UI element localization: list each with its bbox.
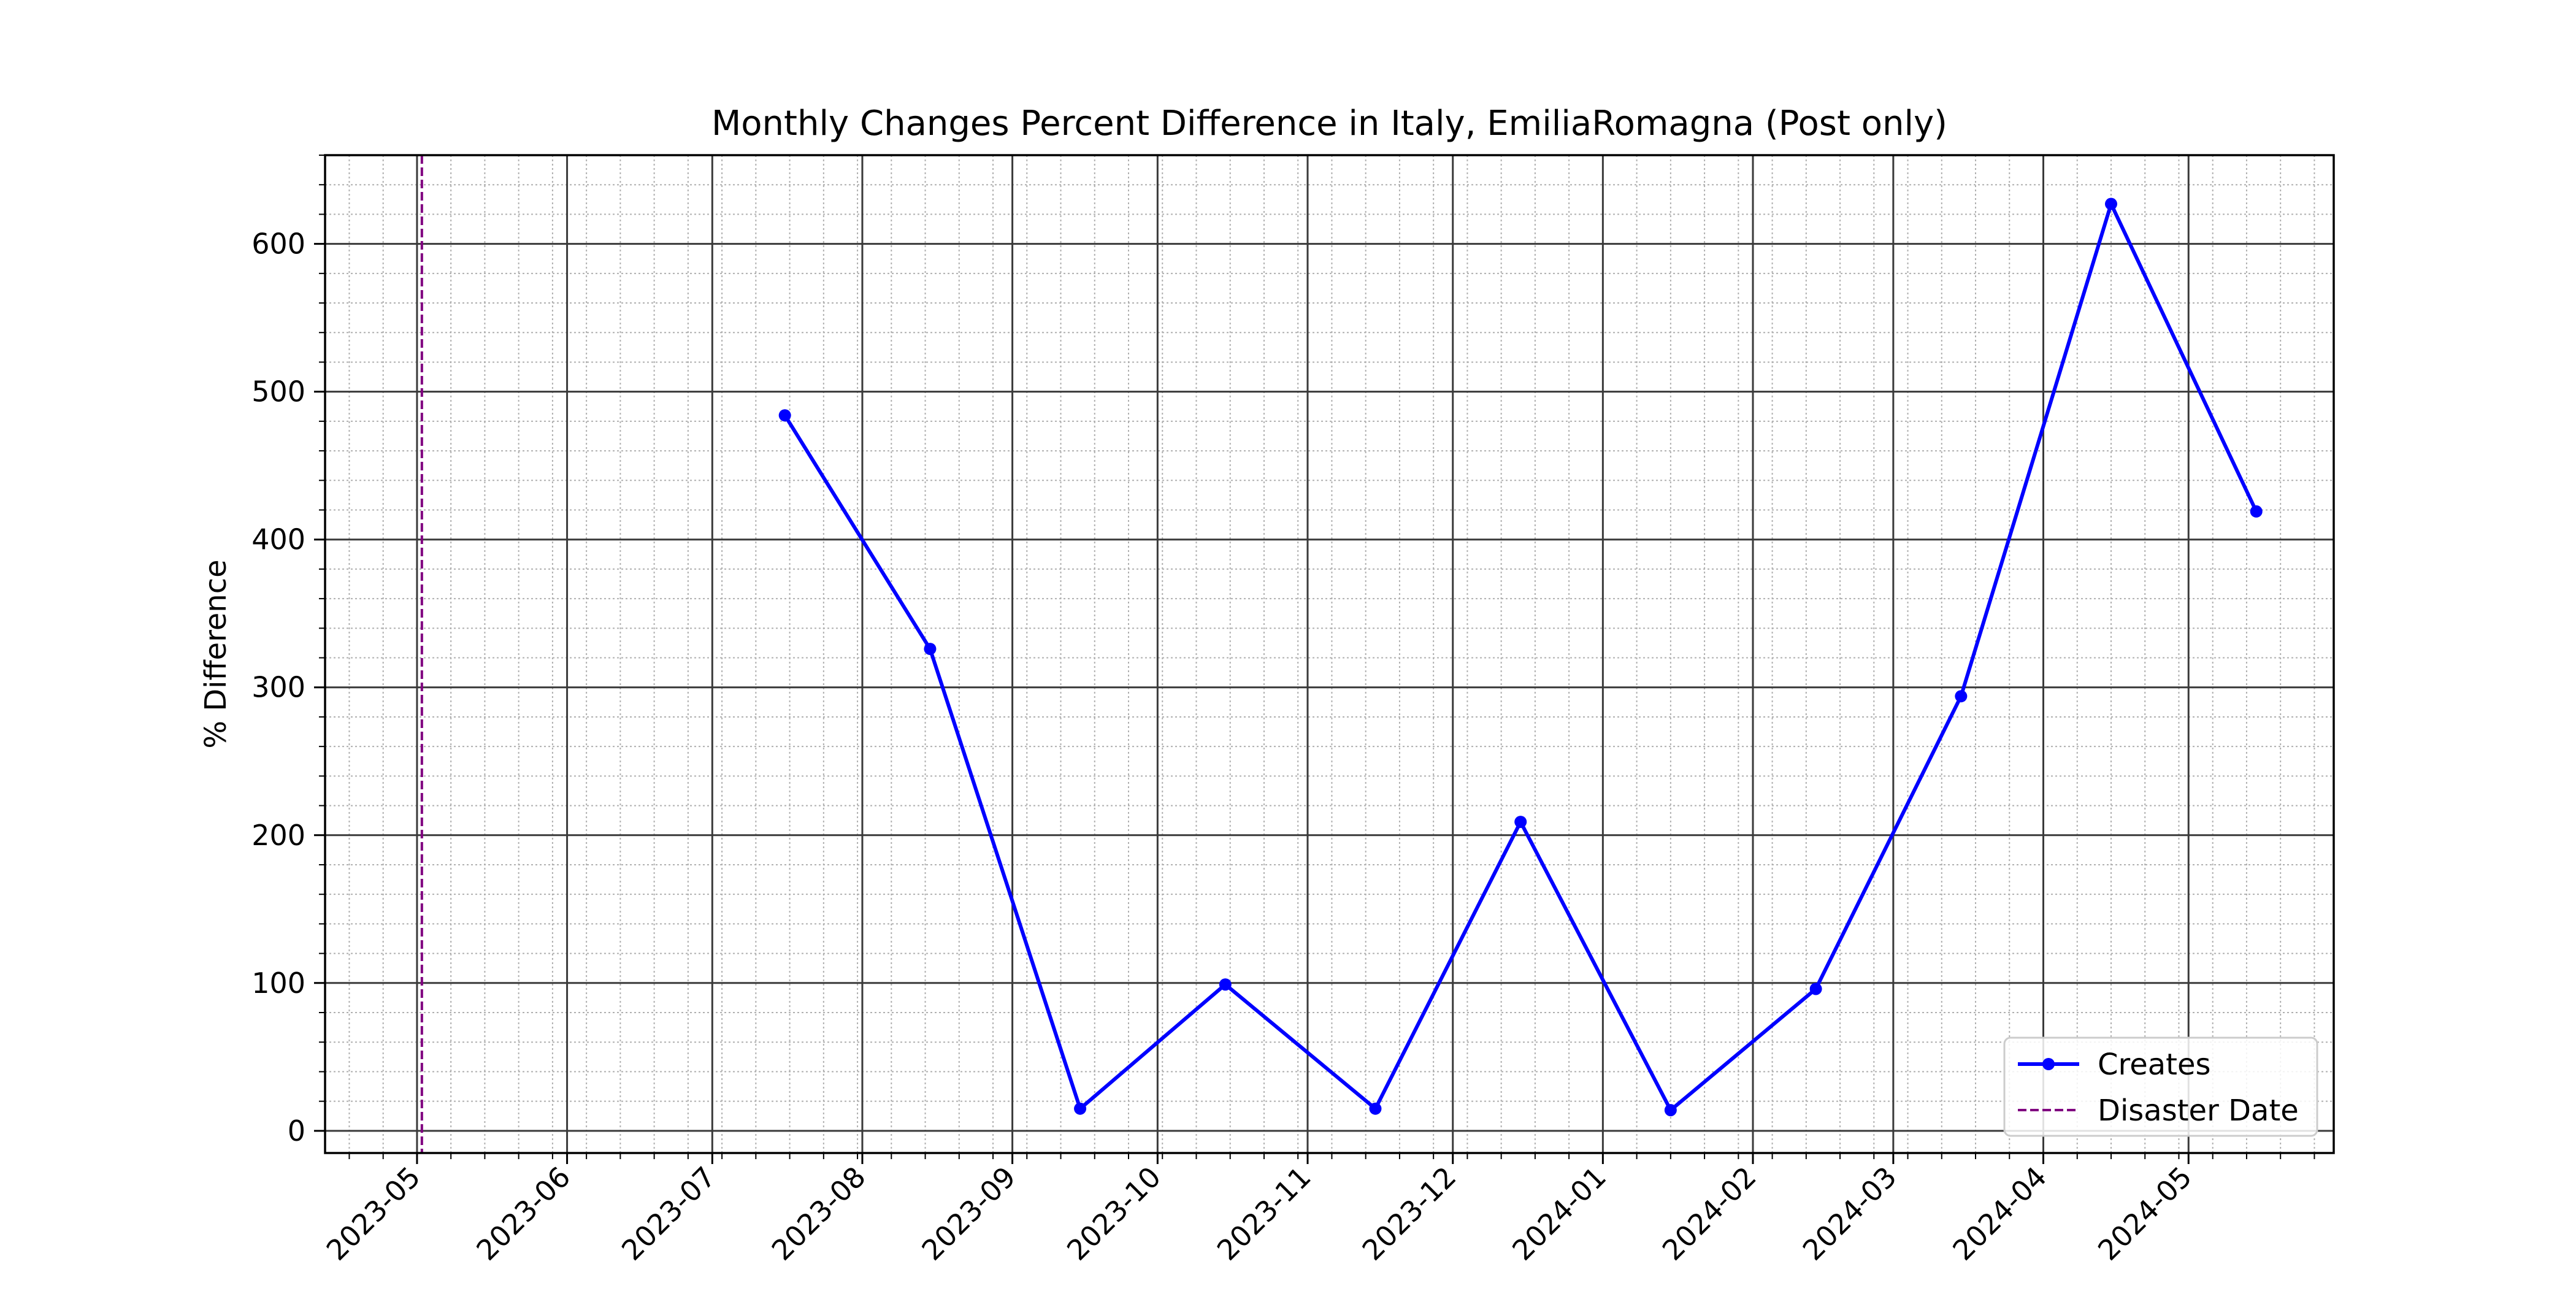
y-axis-label: % Difference bbox=[199, 559, 233, 748]
data-point bbox=[1664, 1104, 1677, 1117]
data-point bbox=[1809, 983, 1822, 995]
chart-title: Monthly Changes Percent Difference in It… bbox=[711, 104, 1947, 144]
data-point bbox=[1074, 1102, 1087, 1115]
y-tick-label: 500 bbox=[251, 375, 305, 408]
axes-frame bbox=[324, 154, 2335, 1154]
data-point bbox=[2104, 197, 2117, 210]
y-tick-label: 200 bbox=[251, 819, 305, 852]
y-tick-label: 400 bbox=[251, 523, 305, 556]
plot-area bbox=[325, 155, 2334, 1153]
data-point bbox=[1514, 816, 1527, 829]
legend-label-disaster-date: Disaster Date bbox=[2098, 1094, 2299, 1128]
legend-marker-creates bbox=[2042, 1058, 2055, 1070]
y-tick-label: 100 bbox=[251, 967, 305, 1000]
y-tick-label: 300 bbox=[251, 671, 305, 704]
data-point bbox=[778, 409, 791, 422]
data-point bbox=[924, 643, 937, 656]
data-point bbox=[2250, 505, 2263, 518]
y-tick-label: 0 bbox=[288, 1114, 305, 1147]
legend-label-creates: Creates bbox=[2098, 1048, 2211, 1082]
data-point bbox=[1219, 978, 1232, 991]
data-point bbox=[1955, 690, 1968, 703]
y-tick-label: 600 bbox=[251, 228, 305, 261]
data-point bbox=[1369, 1102, 1382, 1115]
legend-box bbox=[2003, 1036, 2318, 1137]
